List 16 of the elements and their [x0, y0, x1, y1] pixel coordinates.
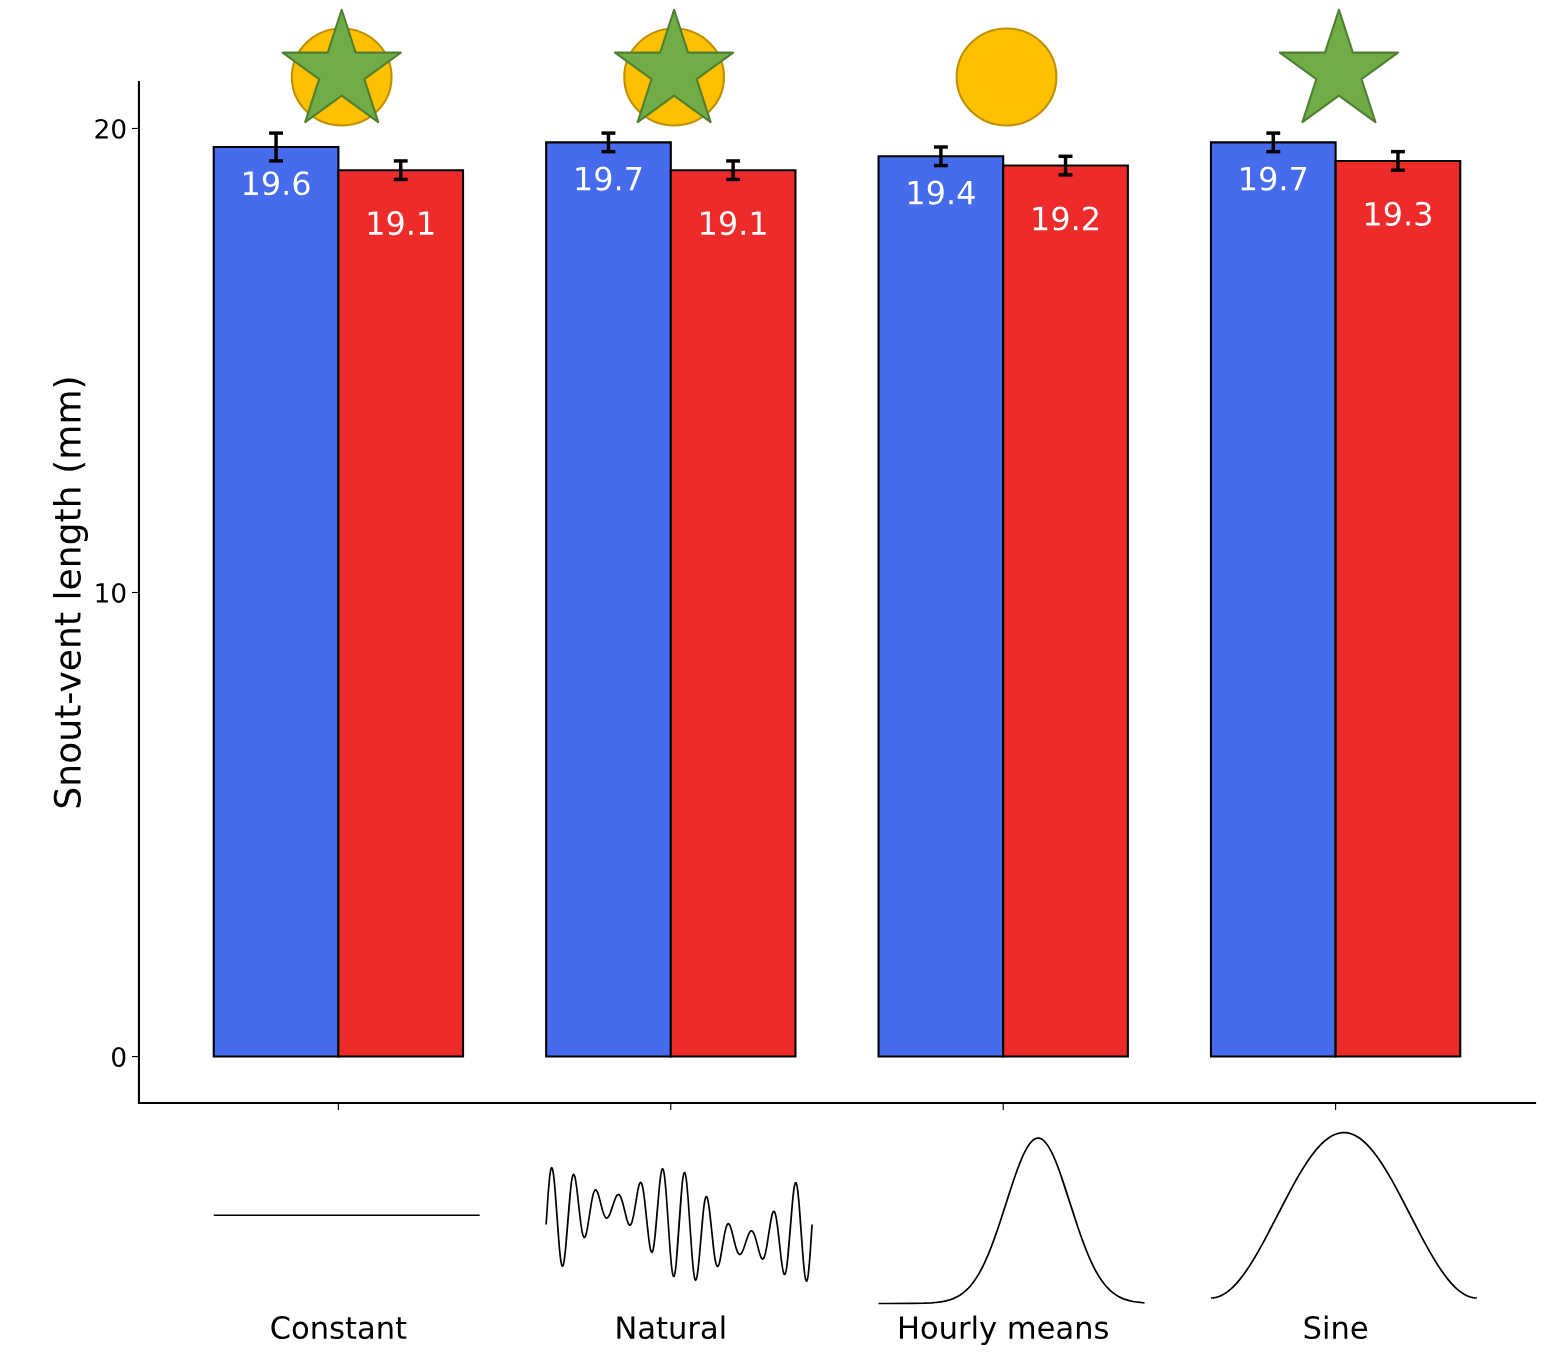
x-tick-label: Sine [1304, 1315, 1368, 1340]
data-label: 19.7 [1241, 166, 1307, 191]
y-tick-label: 10 [96, 582, 126, 603]
x-tick-label: Natural [617, 1315, 725, 1340]
data-label: 19.6 [244, 171, 310, 196]
data-label: 19.1 [368, 211, 434, 236]
data-label: 19.7 [576, 166, 642, 191]
x-tick-label: Constant [271, 1316, 407, 1340]
y-axis-title: Snout-vent length (mm) [53, 378, 88, 808]
y-tick-label: 0 [112, 1047, 126, 1067]
data-label: 19.1 [701, 211, 766, 236]
data-label: 19.4 [908, 180, 975, 205]
x-tick-label: Hourly means [899, 1315, 1108, 1346]
data-label: 19.2 [1033, 206, 1098, 231]
data-label: 19.3 [1365, 201, 1431, 226]
y-tick-label: 20 [95, 118, 126, 139]
